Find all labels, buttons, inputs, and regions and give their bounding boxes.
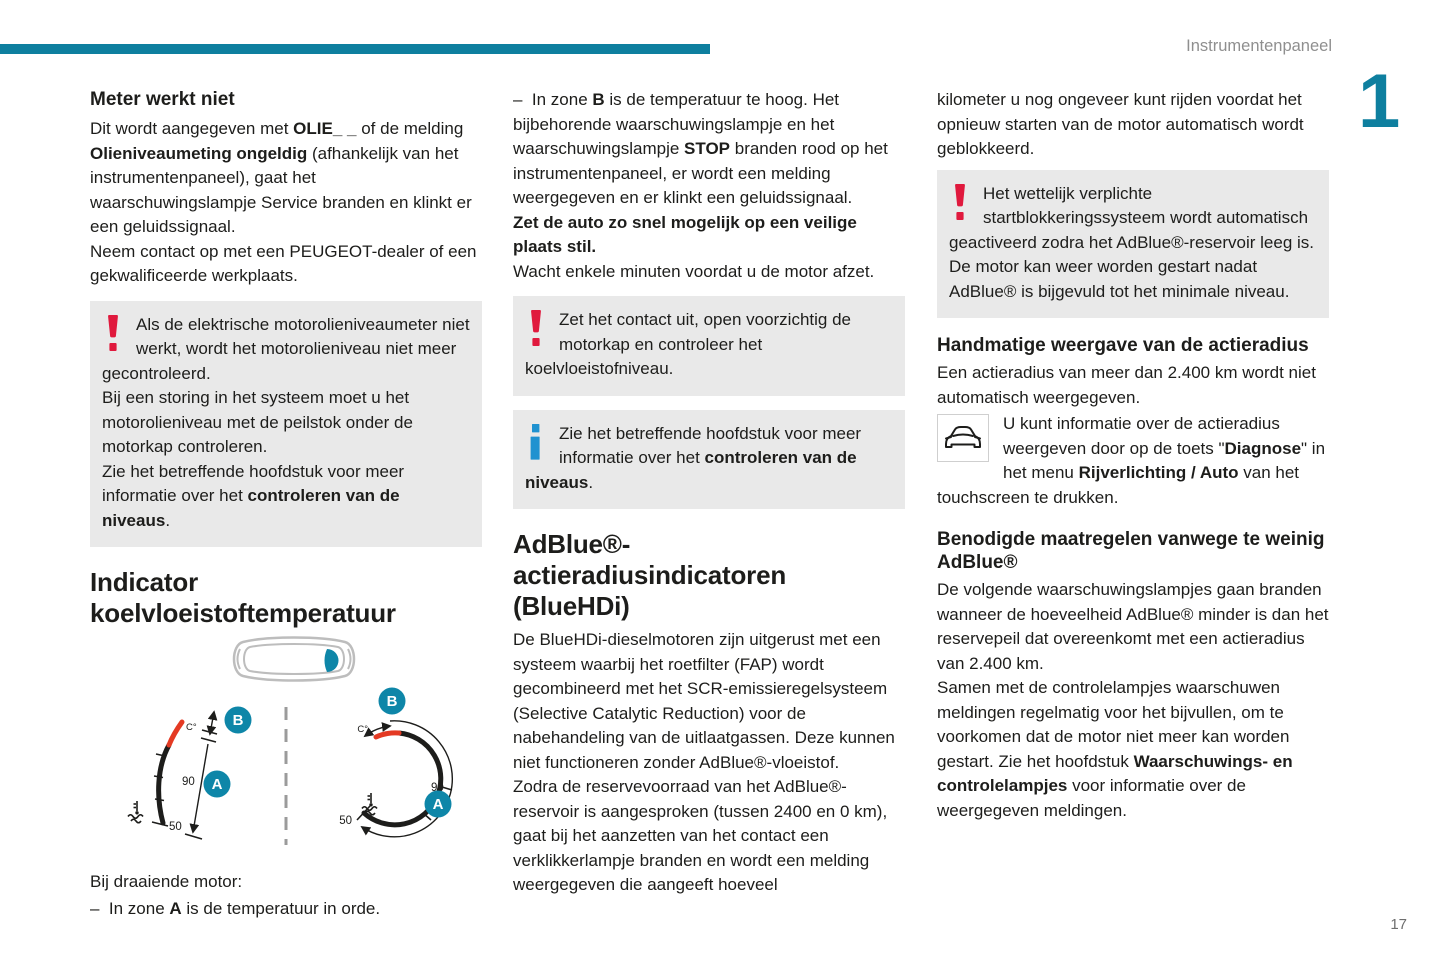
zone-b-badge: B [378, 687, 406, 715]
section-title: Instrumentenpaneel [1186, 37, 1332, 55]
heading-adblue-indicators: AdBlue®- actieradiusindicatoren (BlueHDi) [513, 529, 787, 621]
column-1: Meter werkt niet Dit wordt aangegeven me… [90, 88, 482, 921]
warning-icon [106, 314, 120, 353]
svg-text:50: 50 [339, 815, 352, 827]
svg-text:A: A [212, 776, 223, 793]
heading-manual-display: Handmatige weergave van de actieradius [937, 335, 1309, 356]
warning-icon [953, 183, 967, 222]
top-accent-bar [0, 44, 710, 54]
svg-text:C°: C° [357, 724, 368, 735]
warning-text-start-lock: Het wettelijk verplichte startblokkering… [949, 183, 1314, 301]
paragraph-measures: De volgende waarschuwingslampjes gaan br… [937, 580, 1329, 820]
instrument-cluster-icon [232, 636, 356, 682]
column-2: – In zone B is de temperatuur te hoog. H… [513, 88, 905, 898]
svg-text:90: 90 [182, 776, 195, 788]
red-zone-segment [166, 719, 185, 748]
zone-b-badge: B [224, 706, 252, 734]
paragraph-bluehdi: De BlueHDi-dieselmotoren zijn uitgerust … [513, 630, 895, 894]
info-text-levels: Zie het betreffende hoofdstuk voor meer … [525, 423, 862, 492]
zone-a-badge: A [203, 770, 231, 798]
info-box-levels: Zie het betreffende hoofdstuk voor meer … [513, 409, 905, 509]
paragraph-zone-b: – In zone B is de temperatuur te hoog. H… [513, 90, 888, 281]
paragraph-kilometer: kilometer u nog ongeveer kunt rijden voo… [937, 90, 1304, 158]
warning-text-oil: Als de elektrische motorolieniveaumeter … [102, 314, 470, 530]
warning-text-contact: Zet het contact uit, open voorzichtig de… [525, 310, 852, 378]
svg-text:50: 50 [169, 821, 182, 833]
warning-box-oil: Als de elektrische motorolieniveaumeter … [90, 300, 482, 547]
warning-icon [529, 310, 543, 348]
left-gauge: C° 90 50 B A [127, 706, 252, 840]
svg-text:C°: C° [186, 722, 197, 733]
caption-zone-a: – In zone A is de temperatuur in orde. [90, 898, 381, 918]
right-gauge: C° 50 90 B A [339, 687, 454, 838]
svg-text:B: B [387, 693, 398, 710]
page-number: 17 [1390, 916, 1407, 933]
svg-text:A: A [433, 796, 444, 813]
chapter-number: 1 [1358, 59, 1401, 144]
caption-running-engine: Bij draaiende motor: [90, 872, 243, 891]
red-zone-segment [373, 730, 402, 740]
warning-box-contact: Zet het contact uit, open voorzichtig de… [513, 296, 905, 396]
warning-box-start-lock: Het wettelijk verplichte startblokkering… [937, 169, 1329, 318]
info-icon [529, 423, 543, 462]
paragraph-diagnose: U kunt informatie over de actieradius we… [937, 412, 1329, 510]
heading-adblue-measures: Benodigde maatregelen vanwege te weinig … [937, 529, 1325, 573]
column-3: kilometer u nog ongeveer kunt rijden voo… [937, 88, 1329, 823]
car-settings-icon [937, 414, 989, 462]
heading-meter-werkt-niet: Meter werkt niet [90, 89, 235, 110]
coolant-gauge-figure: C° 90 50 B A [127, 636, 454, 845]
paragraph-diagnose-text: U kunt informatie over de actieradius we… [937, 414, 1326, 507]
coolant-temperature-icon [127, 800, 144, 824]
paragraph-radius: Een actieradius van meer dan 2.400 km wo… [937, 363, 1316, 407]
svg-text:B: B [233, 712, 244, 729]
paragraph-oil-gauge: Dit wordt aangegeven met OLIE_ _ of de m… [90, 119, 477, 285]
cluster-highlight [324, 649, 339, 672]
heading-coolant-indicator: Indicator koelvloeistoftemperatuur [90, 567, 396, 628]
zone-a-badge: A [424, 790, 452, 818]
